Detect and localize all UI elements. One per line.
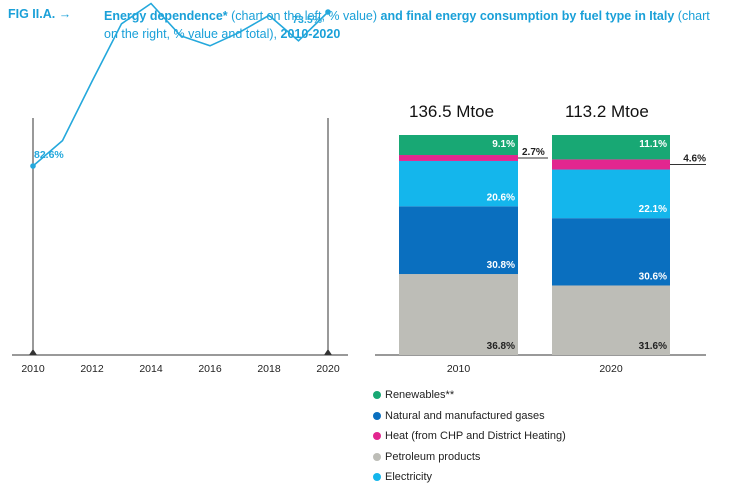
bar-2010-petroleum-label: 36.8%	[487, 341, 515, 352]
legend-label-renewables: Renewables**	[385, 389, 455, 402]
legend-label-electricity: Electricity	[385, 471, 433, 484]
bar-2020-electricity-label: 22.1%	[639, 204, 667, 215]
energy-dependence-line	[32, 2, 329, 167]
left-x-tick-2014: 2014	[139, 363, 163, 375]
bar-2010-petroleum-segment	[399, 274, 518, 355]
bar-2010-renewables-label: 9.1%	[492, 139, 515, 150]
left-x-tick-2016: 2016	[198, 363, 222, 375]
heat-label-2020: 4.6%	[683, 153, 706, 164]
legend-item-electricity: Electricity	[373, 467, 566, 488]
legend-label-gases: Natural and manufactured gases	[385, 409, 545, 422]
left-x-tick-2012: 2012	[80, 363, 104, 375]
bar-2020-petroleum-segment	[552, 285, 670, 355]
legend-item-renewables: Renewables**	[373, 385, 566, 406]
line-point-2020	[325, 9, 331, 15]
bar-2020-renewables-label: 11.1%	[639, 139, 667, 150]
bar-2020-petroleum-label: 31.6%	[639, 341, 667, 352]
axis-marker-triangle-1	[324, 349, 332, 355]
legend-item-petroleum: Petroleum products	[373, 447, 566, 468]
legend-swatch-renewables	[373, 391, 381, 400]
title-part-1: Energy dependence*	[104, 9, 228, 23]
bar-2010-renewables-segment	[399, 135, 518, 156]
bar-2020-renewables-segment	[552, 135, 670, 160]
legend-item-gases: Natural and manufactured gases	[373, 406, 566, 427]
right-x-tick-2020: 2020	[599, 363, 623, 375]
bar-2010-heat-segment	[399, 155, 518, 161]
bar-2010-gases-label: 30.8%	[487, 260, 515, 271]
bar-2010-electricity-label: 20.6%	[487, 192, 515, 203]
bar-2010-electricity-segment	[399, 160, 518, 207]
legend-label-heat: Heat (from CHP and District Heating)	[385, 430, 566, 443]
legend-swatch-gases	[373, 411, 381, 420]
bar-total-2020: 113.2 Mtoe	[565, 102, 649, 121]
legend-swatch-heat	[373, 432, 381, 441]
legend-item-heat: Heat (from CHP and District Heating)	[373, 426, 566, 447]
bar-2020-heat-segment	[552, 159, 670, 170]
bar-total-2010: 136.5 Mtoe	[409, 102, 494, 121]
line-data-label-2020: 73.5%	[292, 14, 322, 26]
bar-2020-gases-segment	[552, 218, 670, 286]
bar-2020-electricity-segment	[552, 169, 670, 219]
legend: Renewables** Natural and manufactured gas…	[373, 385, 566, 488]
figure-code: FIG II.A. →	[8, 7, 72, 21]
legend-swatch-petroleum	[373, 452, 381, 461]
axis-marker-triangle-0	[29, 349, 37, 355]
left-x-tick-2020: 2020	[316, 363, 340, 375]
legend-label-petroleum: Petroleum products	[385, 450, 481, 463]
left-x-tick-2018: 2018	[257, 363, 281, 375]
heat-label-2010: 2.7%	[522, 147, 545, 158]
bar-2010-gases-segment	[399, 206, 518, 275]
title-part-2: (chart on the left, % value)	[227, 9, 378, 23]
legend-swatch-electricity	[373, 473, 381, 482]
line-data-label-2010: 82.6%	[34, 149, 64, 161]
line-point-2010	[30, 163, 36, 169]
bar-2020-gases-label: 30.6%	[639, 271, 667, 282]
title-part-3: and final energy consumption by fuel typ…	[377, 9, 675, 23]
title-part-4: (chart on the right, % value and total),	[104, 9, 710, 41]
left-x-tick-2010: 2010	[21, 363, 45, 375]
right-x-tick-2010: 2010	[447, 363, 471, 375]
